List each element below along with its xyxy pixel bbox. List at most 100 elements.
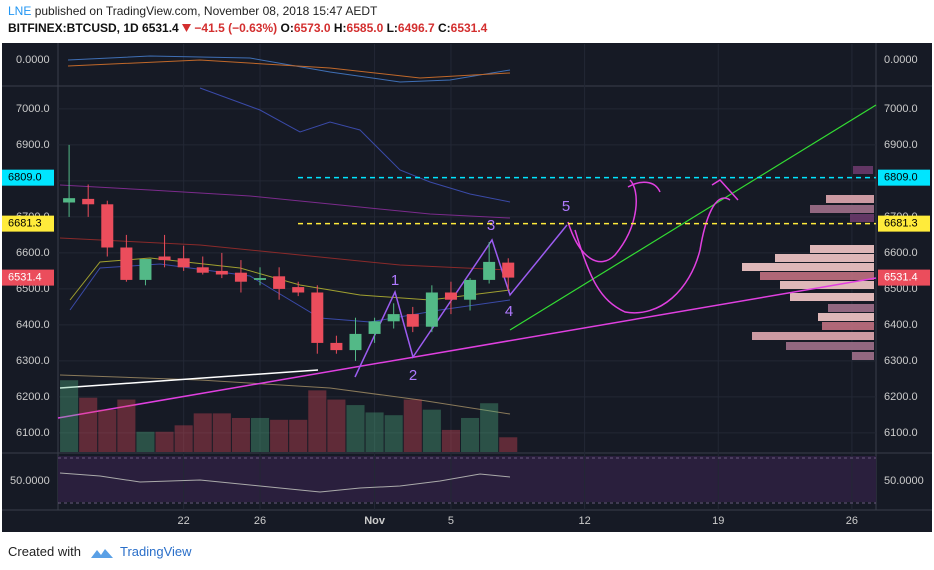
volume-bar xyxy=(327,399,346,452)
o-value: 6573.0 xyxy=(293,21,331,35)
ma-slow xyxy=(59,184,511,219)
candle-body xyxy=(120,247,133,280)
volume-bar xyxy=(422,409,441,452)
y-tick-label: 6600.0 xyxy=(16,247,50,259)
price-tag-label: 6809.0 xyxy=(8,172,42,184)
author[interactable]: LNE xyxy=(8,4,32,18)
ma-upper xyxy=(199,87,511,203)
candle-body xyxy=(292,287,305,293)
price-tag-label: 6531.4 xyxy=(8,272,42,284)
y-tick-label: 7000.0 xyxy=(884,103,918,115)
y-tick-label: 6600.0 xyxy=(884,247,918,259)
y-tick-label: 6500.0 xyxy=(16,283,50,295)
price-tag xyxy=(2,269,54,286)
candle-body xyxy=(330,342,343,351)
c-label: C: xyxy=(437,21,451,35)
volume-bar xyxy=(308,390,327,452)
volume-bar xyxy=(365,412,384,452)
freehand xyxy=(567,179,739,314)
x-tick-label: 22 xyxy=(178,515,190,527)
candle-body xyxy=(82,198,95,205)
bottom-pane-tick: 50.0000 xyxy=(884,475,924,487)
x-tick-label: 5 xyxy=(448,515,454,527)
y-tick-label: 6100.0 xyxy=(884,427,918,439)
volume-bar xyxy=(289,419,308,452)
macd xyxy=(67,55,511,83)
candle-body xyxy=(444,292,457,300)
y-tick-label: 6500.0 xyxy=(884,283,918,295)
brand[interactable]: TradingView xyxy=(120,544,192,559)
volume-bar xyxy=(270,419,289,452)
candle-body xyxy=(464,279,477,300)
l-label: L: xyxy=(386,21,398,35)
volume-bar xyxy=(60,380,79,452)
price-tag xyxy=(878,169,930,186)
vol-ma xyxy=(59,374,511,415)
volume-bar xyxy=(79,397,98,452)
volume-bar xyxy=(193,413,212,452)
candle-body xyxy=(483,261,496,280)
price: 6531.4 xyxy=(142,21,179,35)
candle-body xyxy=(387,314,400,322)
y-tick-label: 6400.0 xyxy=(16,319,50,331)
y-tick-label: 6900.0 xyxy=(16,139,50,151)
h-value: 6585.0 xyxy=(346,21,384,35)
c-value: 6531.4 xyxy=(450,21,488,35)
candle-body xyxy=(425,292,438,327)
price-tag-label: 6809.0 xyxy=(884,172,918,184)
candle-body xyxy=(101,204,114,248)
wave-label: 1 xyxy=(391,272,399,289)
candle-body xyxy=(273,276,286,289)
volume-bar xyxy=(155,431,174,452)
candle-body xyxy=(158,256,171,261)
wave-label: 2 xyxy=(409,367,417,384)
o-label: O: xyxy=(280,21,294,35)
rsi-curve xyxy=(59,472,511,493)
volume-bar xyxy=(384,415,403,452)
published: published on TradingView.com, November 0… xyxy=(34,4,378,18)
symbol-line: BITFINEX:BTCUSD, 1D 6531.4 −41.5 (−0.63%… xyxy=(8,21,487,35)
top-pane-tick: 0.0000 xyxy=(884,54,918,66)
bottom-pane-tick: 50.0000 xyxy=(10,475,50,487)
wave-label: 3 xyxy=(487,217,495,234)
created: Created with xyxy=(8,544,81,559)
candle-body xyxy=(368,321,381,334)
chart: 1 2 3 4 5 0.0000 0.0000 50.0000 50.0000 … xyxy=(2,43,932,532)
y-tick-label: 7000.0 xyxy=(16,103,50,115)
candle-body xyxy=(215,270,228,275)
signal xyxy=(67,59,511,79)
volume-bar xyxy=(136,431,155,452)
y-tick-label: 6400.0 xyxy=(884,319,918,331)
price-tag xyxy=(878,215,930,232)
y-tick-label: 6900.0 xyxy=(884,139,918,151)
volume-bar xyxy=(346,405,365,452)
x-tick-label: Nov xyxy=(364,515,386,527)
logo xyxy=(90,548,113,558)
x-tick-label: 12 xyxy=(578,515,590,527)
ma-mid xyxy=(69,257,511,301)
volume-bar xyxy=(441,429,460,452)
y-tick-label: 6300.0 xyxy=(16,355,50,367)
candle-body xyxy=(406,314,419,327)
volume-bar xyxy=(174,425,193,452)
candle-body xyxy=(502,262,515,278)
change: −41.5 (−0.63%) xyxy=(194,21,278,35)
volume-bar xyxy=(499,437,518,452)
y-tick-label: 6300.0 xyxy=(884,355,918,367)
y-tick-label: 6200.0 xyxy=(16,391,50,403)
volume-bar xyxy=(212,413,231,452)
candle-body xyxy=(139,259,152,280)
wave-label: 4 xyxy=(505,303,513,320)
volume-bar xyxy=(480,403,499,452)
top-pane-tick: 0.0000 xyxy=(16,54,50,66)
candle-body xyxy=(234,272,247,282)
down-arrow xyxy=(182,24,192,32)
candle-body xyxy=(177,258,190,268)
volume-bar xyxy=(117,399,136,452)
trend-line xyxy=(509,104,877,331)
candle-body xyxy=(349,333,362,351)
candle-body xyxy=(196,267,209,273)
volume-bar xyxy=(231,417,250,452)
volume-bar xyxy=(403,399,422,452)
